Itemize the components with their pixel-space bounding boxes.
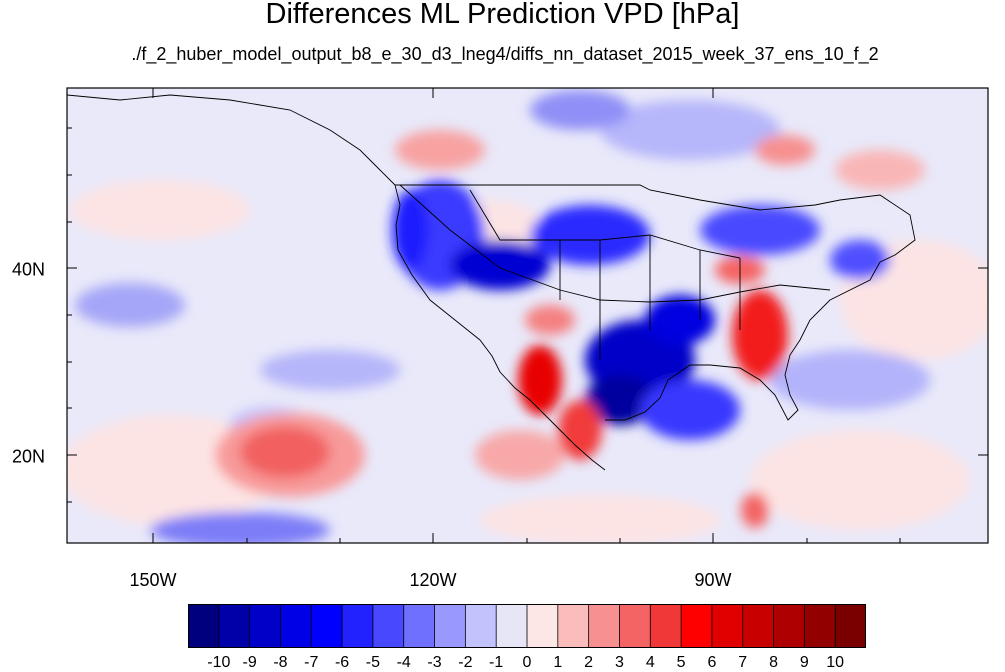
lat-label-40n: 40N (12, 259, 46, 280)
colorbar-swatch (280, 604, 313, 648)
colorbar-tick-label: -10 (207, 654, 231, 671)
colorbar-tick-label: 10 (826, 654, 845, 671)
colorbar-swatch (649, 604, 682, 648)
colorbar-swatch (711, 604, 744, 648)
colorbar-swatch (803, 604, 837, 648)
colorbar-tick-label: 0 (522, 654, 532, 671)
colorbar-tick-label: -4 (396, 654, 411, 671)
lat-label-20n: 20N (12, 446, 46, 467)
colorbar-swatch (619, 604, 652, 648)
colorbar-tick-label: -2 (458, 654, 473, 671)
colorbar-swatch (249, 604, 282, 648)
map-plot (66, 87, 989, 544)
colorbar-tick-label: -5 (365, 654, 381, 671)
axis-ticks (67, 88, 988, 543)
colorbar-tick-label: 8 (769, 654, 778, 671)
colorbar-swatch (742, 604, 775, 648)
colorbar-swatch (557, 604, 590, 648)
colorbar-swatch (341, 604, 374, 648)
colorbar-tick-label: 6 (707, 654, 717, 671)
colorbar-swatch (495, 604, 528, 648)
colorbar-tick-label: 7 (738, 654, 748, 671)
colorbar-tick-label: 2 (584, 654, 594, 671)
coastlines (67, 94, 916, 471)
colorbar-swatch (310, 604, 343, 648)
colorbar-swatch (834, 604, 866, 648)
colorbar-tick-label: 3 (615, 654, 624, 671)
lon-label-90w: 90W (694, 570, 732, 590)
colorbar-tick-label: -1 (489, 654, 504, 671)
colorbar-swatch (218, 604, 251, 648)
colorbar-tick-label: 1 (553, 654, 563, 671)
colorbar-tick-label: -6 (334, 654, 350, 671)
colorbar-swatch (434, 604, 467, 648)
chart-title: Differences ML Prediction VPD [hPa] (265, 0, 740, 30)
colorbar-swatch (680, 604, 713, 648)
chart-subtitle: ./f_2_huber_model_output_b8_e_30_d3_lneg… (131, 44, 879, 64)
colorbar-tick-label: -7 (304, 654, 319, 671)
colorbar-swatch (526, 604, 559, 648)
vpd-difference-field (67, 88, 988, 543)
colorbar-tick-label: -9 (242, 654, 257, 671)
colorbar-swatch (372, 604, 405, 648)
colorbar-swatch (773, 604, 806, 648)
colorbar-tick-label: -8 (273, 654, 288, 671)
lon-label-150w: 150W (129, 570, 177, 590)
colorbar (188, 604, 866, 648)
colorbar-tick-label: -3 (427, 654, 442, 671)
colorbar-swatch (403, 604, 436, 648)
colorbar-tick-label: 4 (645, 654, 655, 671)
colorbar-swatch (464, 604, 498, 648)
lon-label-120w: 120W (409, 570, 457, 590)
colorbar-swatch (188, 604, 220, 648)
colorbar-tick-label: 9 (799, 654, 809, 671)
colorbar-swatch (588, 604, 621, 648)
colorbar-tick-label: 5 (676, 654, 686, 671)
